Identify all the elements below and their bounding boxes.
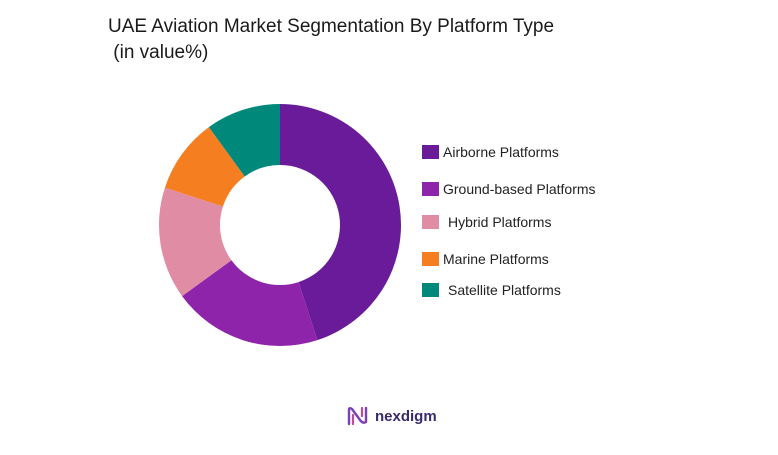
legend-item-1: Airborne Platforms bbox=[422, 143, 559, 161]
donut-slice-2 bbox=[182, 260, 318, 346]
donut-slice-5 bbox=[208, 104, 280, 177]
brand-footer: nexdigm bbox=[346, 404, 437, 428]
donut-slice-4 bbox=[164, 127, 245, 207]
legend-label: Hybrid Platforms bbox=[448, 214, 552, 230]
chart-title-line-1: UAE Aviation Market Segmentation By Plat… bbox=[108, 16, 555, 37]
chart-title: UAE Aviation Market Segmentation By Plat… bbox=[108, 14, 554, 66]
legend-swatch bbox=[422, 215, 439, 229]
chart-title-line-2: (in value%) bbox=[108, 42, 209, 63]
brand-name: nexdigm bbox=[375, 407, 437, 425]
legend-swatch bbox=[422, 283, 439, 297]
legend-item-5: Satellite Platforms bbox=[422, 281, 561, 299]
legend-swatch bbox=[422, 145, 439, 159]
nexdigm-logo-icon bbox=[347, 406, 368, 426]
donut-slice-1 bbox=[280, 104, 401, 341]
legend-swatch bbox=[422, 252, 439, 266]
legend-label: Marine Platforms bbox=[443, 251, 549, 267]
legend-label: Satellite Platforms bbox=[448, 282, 561, 298]
legend-label: Airborne Platforms bbox=[443, 144, 559, 160]
legend-swatch bbox=[422, 182, 439, 196]
legend-label: Ground-based Platforms bbox=[443, 181, 596, 197]
legend-item-4: Marine Platforms bbox=[422, 250, 549, 268]
donut-chart bbox=[159, 104, 401, 346]
legend-item-2: Ground-based Platforms bbox=[422, 180, 596, 198]
donut-slice-3 bbox=[159, 187, 232, 297]
legend-item-3: Hybrid Platforms bbox=[422, 213, 551, 231]
